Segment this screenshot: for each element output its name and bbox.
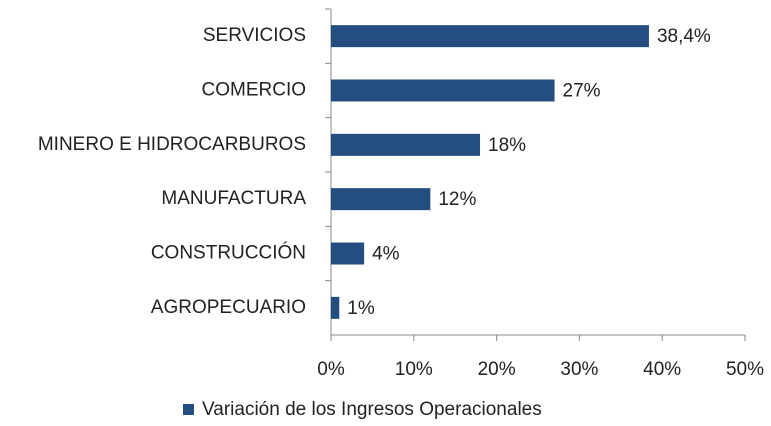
x-tick-label: 20% [478, 359, 516, 380]
bar [331, 133, 481, 156]
y-tick-label: SERVICIOS [203, 25, 306, 46]
x-tick-label: 40% [643, 359, 681, 380]
legend-label: Variación de los Ingresos Operacionales [202, 399, 542, 420]
bar [331, 242, 365, 265]
bar [331, 296, 340, 319]
y-tick-label: MANUFACTURA [161, 188, 306, 209]
x-tick-label: 30% [560, 359, 598, 380]
y-tick-label: AGROPECUARIO [151, 297, 306, 318]
x-tick-label: 0% [317, 359, 345, 380]
value-label: 27% [563, 81, 601, 102]
y-tick-label: COMERCIO [202, 80, 307, 101]
value-label: 4% [372, 244, 400, 265]
bar [331, 25, 649, 48]
value-label: 38,4% [657, 26, 711, 47]
value-label: 12% [438, 189, 476, 210]
y-tick-label: CONSTRUCCIÓN [151, 242, 306, 264]
x-tick-label: 50% [726, 359, 764, 380]
value-label: 18% [488, 135, 526, 156]
legend-swatch [183, 404, 194, 415]
bar [331, 79, 555, 102]
value-label: 1% [347, 298, 375, 319]
x-tick-label: 10% [395, 359, 433, 380]
y-tick-label: MINERO E HIDROCARBUROS [38, 134, 306, 155]
bar [331, 188, 431, 211]
